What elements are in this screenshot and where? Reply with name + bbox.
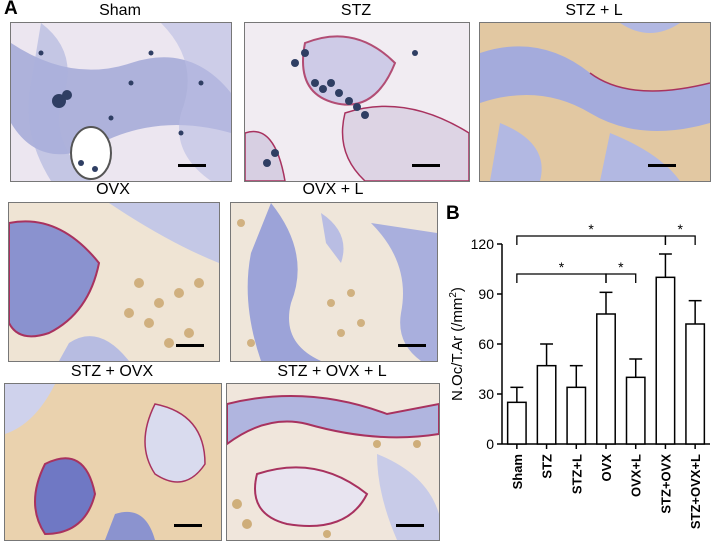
micrograph-stz-ovx-l-image <box>227 384 439 540</box>
y-axis-label-end: ) <box>449 287 466 292</box>
micrograph-stz-ovx <box>4 383 222 541</box>
scale-bar-stz-ovx <box>174 524 202 527</box>
x-tick-label: OVX+L <box>629 454 644 497</box>
significance-bracket <box>516 273 607 283</box>
micrograph-title-stz-l: STZ + L <box>565 2 623 19</box>
x-tick-label: STZ <box>540 454 555 479</box>
bar-stz-l <box>566 386 587 445</box>
micrograph-title-sham: Sham <box>99 2 141 19</box>
bar-sham <box>506 401 527 445</box>
bar-ovx <box>596 313 616 445</box>
x-tick-label: Sham <box>510 454 525 489</box>
micrograph-sham <box>10 22 232 182</box>
micrograph-stz-l-image <box>480 23 710 181</box>
bar-stz-ovx-l <box>685 323 706 445</box>
micrograph-stz-ovx-l <box>226 383 440 541</box>
significance-bracket <box>605 273 637 283</box>
y-tick-label: 90 <box>478 286 494 302</box>
x-tick-label: STZ+L <box>569 454 584 494</box>
bar-stz <box>536 364 557 445</box>
significance-star: * <box>559 259 565 275</box>
scale-bar-sham <box>178 164 206 167</box>
micrograph-stz-ovx-image <box>5 384 221 540</box>
y-tick-label: 30 <box>478 386 494 402</box>
micrograph-stz-image <box>245 23 469 181</box>
micrograph-title-stz-ovx-l: STZ + OVX + L <box>277 363 387 380</box>
micrograph-title-ovx-l: OVX + L <box>302 181 364 198</box>
significance-bracket <box>516 235 667 245</box>
y-tick-label: 120 <box>471 236 495 252</box>
x-tick-label: STZ+OVX <box>658 454 673 514</box>
panel-label-a: A <box>4 0 18 19</box>
micrograph-ovx-l-image <box>231 203 437 361</box>
micrograph-title-ovx: OVX <box>96 181 130 198</box>
x-tick-label: OVX <box>599 454 614 482</box>
bar-chart: 0 30 60 90 120 N.Oc/T.Ar (/mm2) Sham STZ STZ+L OV… <box>448 221 710 529</box>
y-tick-label: 60 <box>478 336 494 352</box>
micrograph-title-stz: STZ <box>340 2 372 19</box>
scale-bar-stz-l <box>648 164 676 167</box>
micrograph-sham-image <box>11 23 231 181</box>
micrograph-ovx <box>8 202 220 362</box>
micrograph-stz <box>244 22 470 182</box>
scale-bar-ovx-l <box>398 344 426 347</box>
micrograph-title-stz-ovx: STZ + OVX <box>70 363 154 380</box>
y-axis-label: N.Oc/T.Ar (/mm2) <box>448 287 466 401</box>
micrograph-ovx-l <box>230 202 438 362</box>
scale-bar-stz-ovx-l <box>396 524 424 527</box>
bar-ovx-l <box>625 376 646 445</box>
significance-star: * <box>588 221 594 237</box>
micrograph-ovx-image <box>9 203 219 361</box>
y-tick-label: 0 <box>486 436 494 452</box>
significance-bracket <box>664 235 696 245</box>
y-axis-label-main: N.Oc/T.Ar (/mm <box>449 298 466 401</box>
scale-bar-ovx <box>176 344 204 347</box>
panel-label-b: B <box>446 203 460 224</box>
significance-star: * <box>618 259 624 275</box>
y-axis-label-superscript: 2 <box>448 292 459 298</box>
scale-bar-stz <box>412 164 440 167</box>
micrograph-stz-l <box>479 22 711 182</box>
significance-star: * <box>678 221 684 237</box>
bar-stz-ovx <box>655 276 676 445</box>
x-tick-label: STZ+OVX+L <box>688 454 703 529</box>
